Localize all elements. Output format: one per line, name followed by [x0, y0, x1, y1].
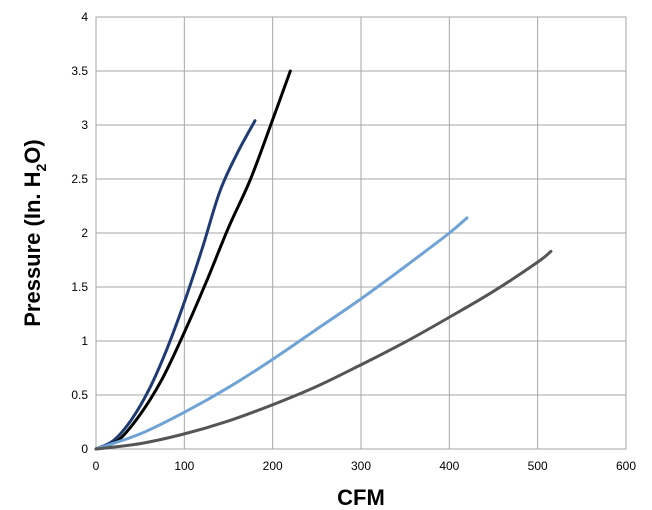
- y-tick-label-2: 1: [81, 334, 88, 348]
- y-tick-label-1: 0.5: [71, 388, 88, 402]
- x-tick-label-5: 500: [528, 459, 548, 473]
- y-axis-title-end: O): [20, 139, 45, 163]
- series-line-3: [96, 218, 467, 449]
- x-tick-label-2: 200: [263, 459, 283, 473]
- series-line-1: [96, 121, 255, 449]
- series-line-4: [96, 251, 551, 449]
- y-tick-labels: 0 0.5 1 1.5 2 2.5 3 3.5 4: [71, 10, 88, 456]
- series-line-2: [96, 71, 290, 449]
- x-tick-label-3: 300: [351, 459, 371, 473]
- y-tick-label-3: 1.5: [71, 280, 88, 294]
- x-axis-title: CFM: [337, 485, 385, 510]
- x-tick-labels: 0 100 200 300 400 500 600: [93, 459, 637, 473]
- y-axis-title-main: Pressure (In. H: [20, 171, 45, 326]
- x-tick-label-4: 400: [439, 459, 459, 473]
- y-tick-label-4: 2: [81, 226, 88, 240]
- y-axis-title: Pressure (In. H2O): [20, 139, 49, 327]
- y-tick-label-7: 3.5: [71, 64, 88, 78]
- y-tick-label-0: 0: [81, 442, 88, 456]
- x-tick-label-1: 100: [174, 459, 194, 473]
- x-tick-label-6: 600: [616, 459, 636, 473]
- x-tick-label-0: 0: [93, 459, 100, 473]
- y-tick-label-8: 4: [81, 10, 88, 24]
- y-tick-label-5: 2.5: [71, 172, 88, 186]
- grid-lines: [96, 17, 626, 449]
- y-axis-title-subscript: 2: [33, 163, 49, 171]
- y-tick-label-6: 3: [81, 118, 88, 132]
- series-lines: [96, 71, 551, 449]
